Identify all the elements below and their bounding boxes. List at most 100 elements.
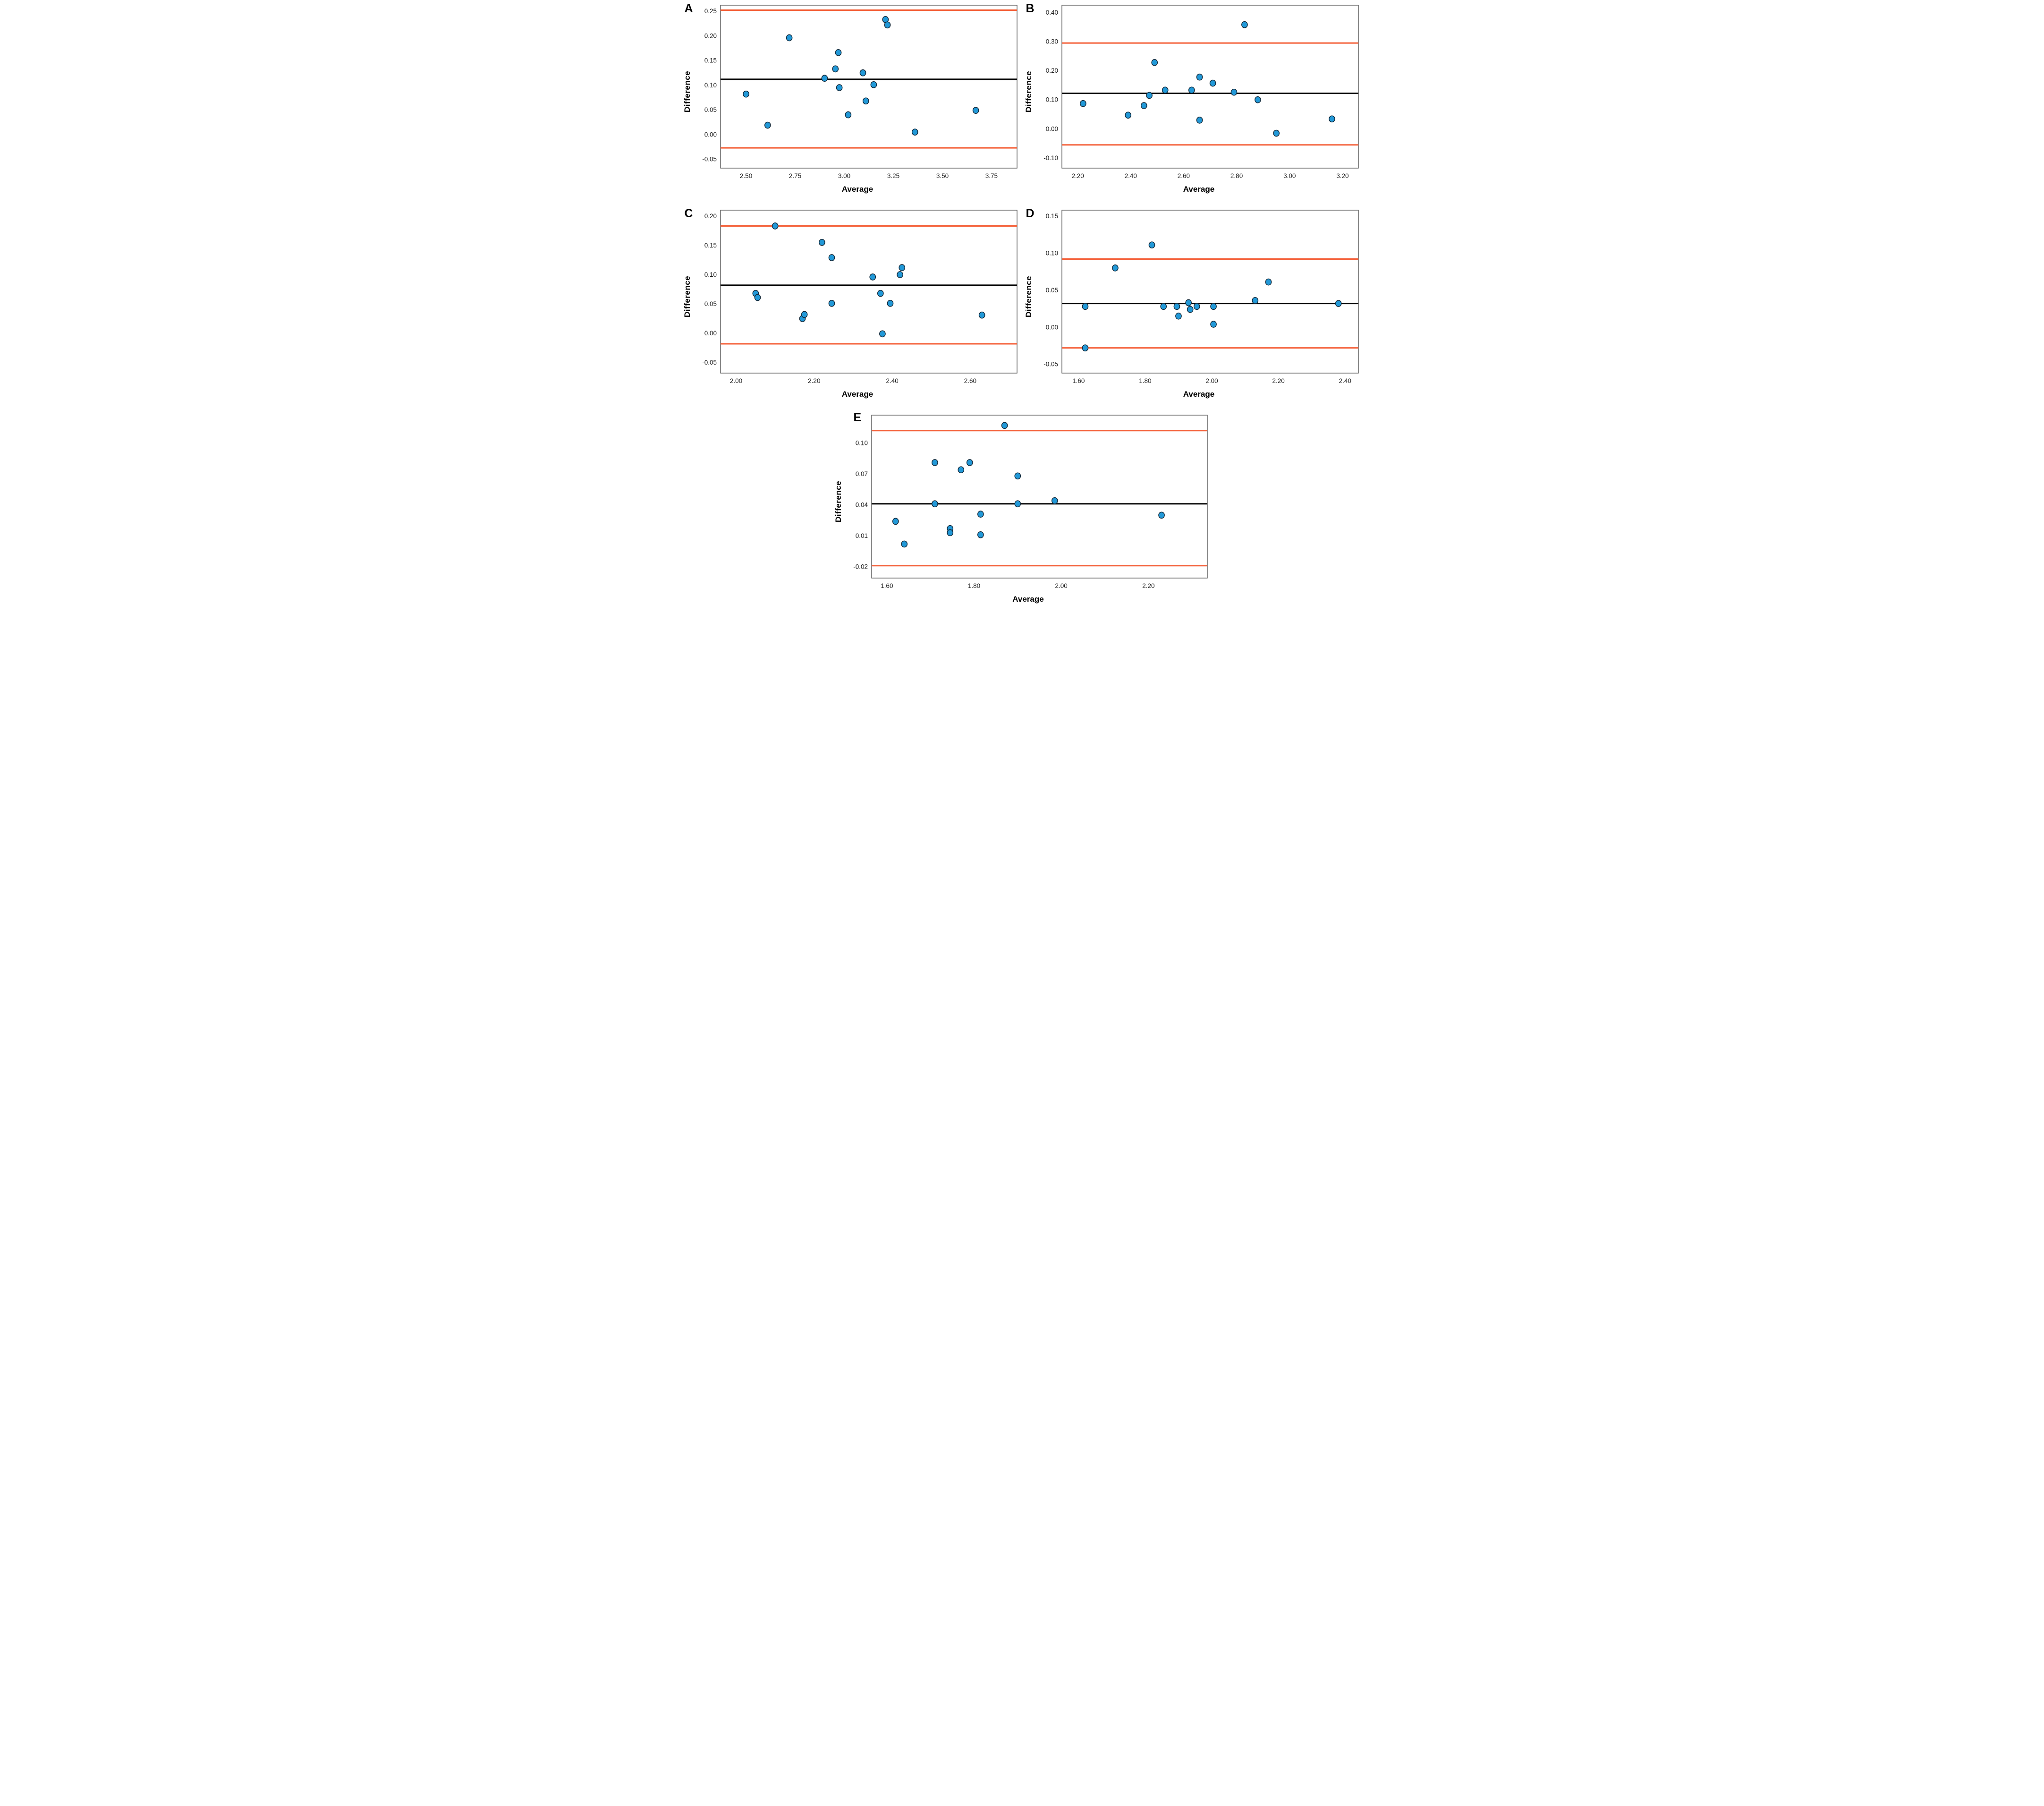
- data-point: [869, 273, 876, 281]
- data-point: [1196, 73, 1203, 81]
- x-tick-label: 3.25: [887, 172, 899, 179]
- panel-b-scatter-plot: -0.10 0.00 0.10 0.20 0.30 0.40 2.20 2.40 2.60 2.8…: [1043, 5, 1359, 179]
- data-point: [1335, 300, 1342, 307]
- data-point: [754, 294, 761, 301]
- x-tick-label: 2.60: [1177, 172, 1189, 179]
- data-point: [1158, 511, 1165, 519]
- panel-c-plot-area: -0.05 0.00 0.05 0.10 0.15 0.20 2.00 2.20 2.40 2.6…: [693, 206, 1022, 389]
- panel-d-plot-area: -0.05 0.00 0.05 0.10 0.15 1.60 1.80 2.00 2.20 2.4…: [1035, 206, 1364, 389]
- y-tick-label: 0.20: [704, 32, 716, 39]
- data-point: [1272, 129, 1280, 137]
- x-tick-label: 3.00: [838, 172, 850, 179]
- data-point: [1111, 264, 1119, 272]
- panel-c-letter: C: [684, 207, 693, 220]
- figure-row-3: E Difference -0.02 0.01 0.04 0.07 0.10 1.60 1.…: [681, 411, 1364, 616]
- data-point: [978, 311, 985, 319]
- data-point: [1151, 59, 1158, 66]
- data-point: [831, 65, 839, 73]
- figure-row-1: A Difference -0.05 0.00 0.05 0.10 0.15 0.20 0.…: [681, 1, 1364, 206]
- data-point: [844, 111, 851, 119]
- data-point: [1162, 86, 1169, 94]
- data-point: [1079, 100, 1086, 107]
- panel-c-scatter-plot: -0.05 0.00 0.05 0.10 0.15 0.20 2.00 2.20 2.40 2.6…: [702, 210, 1018, 384]
- panel-a-y-axis-title: Difference: [682, 70, 692, 113]
- panel-d-scatter-plot: -0.05 0.00 0.05 0.10 0.15 1.60 1.80 2.00 2.20 2.4…: [1043, 210, 1359, 384]
- y-tick-label: 0.10: [704, 82, 716, 89]
- panel-e-letter: E: [853, 411, 862, 424]
- data-point: [1173, 303, 1180, 310]
- data-point: [1210, 303, 1217, 310]
- data-point: [1160, 303, 1167, 310]
- data-point: [1230, 88, 1237, 96]
- data-point: [742, 90, 749, 98]
- x-tick-label: 1.60: [881, 582, 893, 589]
- data-point: [896, 271, 903, 278]
- panel-e-scatter-plot: -0.02 0.01 0.04 0.07 0.10 1.60 1.80 2.00 2.20: [853, 415, 1208, 589]
- x-tick-label: 2.20: [808, 377, 820, 384]
- data-point: [1251, 297, 1258, 304]
- y-tick-label: 0.15: [1045, 213, 1058, 220]
- panel-a-plot-area: -0.05 0.00 0.05 0.10 0.15 0.20 0.25 2.50 2.75 3.0…: [693, 1, 1022, 184]
- y-tick-label: 0.05: [704, 300, 716, 307]
- data-point: [884, 21, 891, 29]
- data-point: [946, 529, 953, 537]
- x-tick-label: 3.50: [936, 172, 948, 179]
- y-tick-label: 0.25: [704, 8, 716, 15]
- panel-b: B Difference -0.10 0.00 0.10 0.20 0.30 0.40 2.…: [1022, 1, 1364, 206]
- panel-d-y-axis-title: Difference: [1024, 275, 1033, 318]
- y-tick-label: 0.05: [1045, 287, 1058, 294]
- data-point: [1241, 21, 1248, 28]
- x-tick-label: 2.20: [1142, 582, 1154, 589]
- data-point: [1209, 79, 1216, 87]
- panel-c-y-axis-title: Difference: [682, 275, 692, 318]
- panel-b-x-axis-title: Average: [1183, 185, 1215, 194]
- data-point: [972, 107, 979, 114]
- data-point: [870, 81, 877, 88]
- panel-e-x-axis-title: Average: [1012, 595, 1044, 604]
- x-tick-label: 2.50: [739, 172, 752, 179]
- panel-d-x-axis-title: Average: [1183, 390, 1215, 399]
- panel-a: A Difference -0.05 0.00 0.05 0.10 0.15 0.20 0.…: [681, 1, 1022, 206]
- y-tick-label: 0.10: [1045, 96, 1058, 103]
- data-point: [977, 531, 984, 538]
- panel-a-x-axis-title: Average: [841, 185, 874, 194]
- y-tick-label: 0.00: [704, 330, 716, 337]
- data-point: [900, 540, 908, 548]
- data-point: [862, 97, 869, 105]
- data-point: [898, 264, 905, 271]
- data-point: [1051, 497, 1058, 504]
- data-point: [836, 84, 842, 91]
- data-point: [1185, 299, 1192, 307]
- x-tick-label: 2.00: [729, 377, 742, 384]
- x-tick-label: 3.00: [1283, 172, 1296, 179]
- x-tick-label: 3.75: [985, 172, 997, 179]
- x-tick-label: 2.75: [789, 172, 801, 179]
- y-tick-label: 0.10: [704, 271, 716, 278]
- data-point: [1196, 116, 1203, 124]
- panel-d: D Difference -0.05 0.00 0.05 0.10 0.15 1.60 1.…: [1022, 206, 1364, 411]
- x-tick-label: 2.60: [964, 377, 976, 384]
- x-tick-label: 2.40: [1124, 172, 1136, 179]
- panel-b-plot-area: -0.10 0.00 0.10 0.20 0.30 0.40 2.20 2.40 2.60 2.8…: [1035, 1, 1364, 184]
- data-point: [859, 69, 866, 77]
- x-tick-label: 2.00: [1055, 582, 1067, 589]
- data-point: [1082, 303, 1088, 310]
- panel-e-y-axis-title: Difference: [833, 480, 843, 523]
- y-tick-label: 0.20: [704, 213, 716, 220]
- y-tick-label: 0.01: [855, 532, 867, 539]
- x-tick-label: 1.80: [1139, 377, 1151, 384]
- x-tick-label: 1.80: [967, 582, 980, 589]
- data-point: [931, 500, 938, 508]
- data-point: [1188, 86, 1195, 94]
- data-point: [892, 518, 899, 525]
- data-point: [786, 34, 792, 42]
- data-point: [818, 239, 825, 246]
- data-point: [977, 511, 984, 518]
- y-tick-label: 0.00: [1045, 324, 1058, 331]
- data-point: [1140, 102, 1147, 109]
- data-point: [828, 299, 835, 307]
- panel-c: C Difference -0.05 0.00 0.05 0.10 0.15 0.20 2.…: [681, 206, 1022, 411]
- data-point: [887, 299, 893, 307]
- data-point: [931, 459, 938, 466]
- y-tick-label: 0.15: [704, 57, 716, 64]
